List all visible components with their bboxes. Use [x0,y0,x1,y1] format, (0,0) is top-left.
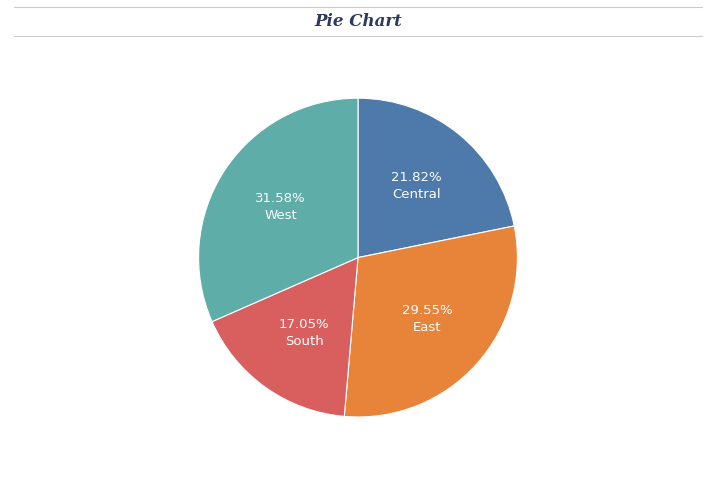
Wedge shape [198,98,358,322]
Wedge shape [358,98,514,258]
Text: 21.82%
Central: 21.82% Central [391,171,442,201]
Wedge shape [212,258,358,417]
Text: 31.58%
West: 31.58% West [256,192,306,222]
Text: 17.05%
South: 17.05% South [279,318,329,348]
Text: Pie Chart: Pie Chart [314,14,402,30]
Text: 29.55%
East: 29.55% East [402,304,453,334]
Wedge shape [344,226,518,417]
